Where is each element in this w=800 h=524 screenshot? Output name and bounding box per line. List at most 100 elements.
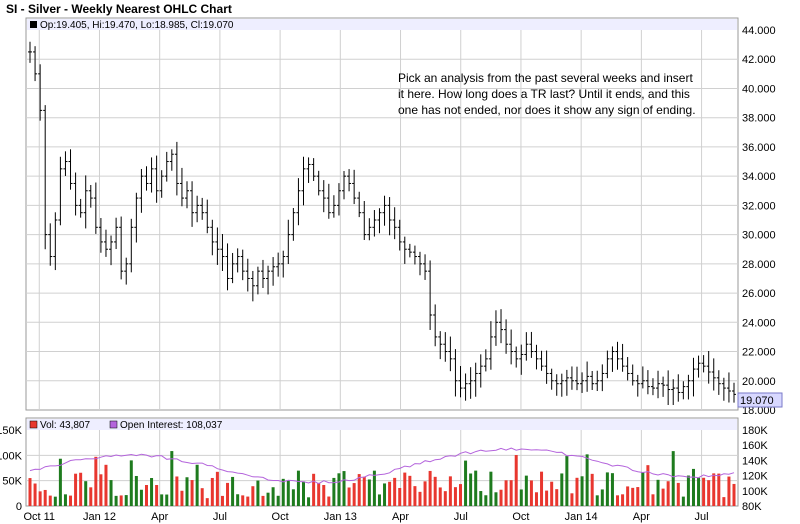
ohlc-bar [539,350,544,371]
ohlc-bar [301,156,306,206]
volume-bar [69,495,73,506]
volume-bar [600,489,604,506]
ohlc-bar [524,332,529,361]
ohlc-bar [48,223,53,266]
ohlc-bar [726,372,731,403]
ohlc-bar [336,183,341,216]
volume-bar [540,471,544,506]
volume-bar [337,473,341,506]
volume-bar [479,491,483,506]
volume-bar [469,473,473,506]
volume-bar [616,495,620,506]
volume-bar [342,471,346,506]
ohlc-bar [83,175,88,229]
ohlc-bar [463,373,468,401]
ohlc-bar [468,367,473,399]
volume-bar [94,456,98,506]
ohlc-bar [620,343,625,372]
ohlc-bar [331,195,336,218]
volume-bar [291,489,295,506]
volume-bar [413,486,417,506]
ohlc-bar [169,149,174,171]
open-interest-label: Open Interest: 108,037 [120,420,223,431]
ohlc-bar [417,251,422,276]
ohlc-bar [423,254,428,280]
volume-bar [139,489,143,506]
volume-bar [357,474,361,506]
volume-legend-bar [27,419,737,430]
volume-bar [119,495,123,506]
volume-bar [185,477,189,506]
volume-bar [281,478,285,506]
volume-bar [529,480,533,506]
ohlc-bar [225,243,230,291]
ohlc-bar [564,369,569,396]
volume-bar [109,480,113,506]
ohlc-series [28,41,736,406]
ohlc-bar [493,310,498,346]
volume-bar [84,481,88,506]
volume-bar [347,487,351,506]
volume-bar [459,484,463,506]
volume-bar [575,477,579,506]
price-tick-label: 44.000 [742,25,776,37]
volume-bar [524,475,528,506]
volume-bar [702,477,706,506]
volume-bar [555,489,559,506]
ohlc-bar [438,331,443,360]
volume-bar [124,495,128,506]
x-tick-label: Jan 12 [83,511,116,523]
volume-bar [266,492,270,506]
volume-bar [246,496,250,506]
volume-bar [464,460,468,506]
ohlc-bar [306,157,311,183]
ohlc-bar [342,171,347,200]
volume-bar [165,494,169,506]
volume-tick-label: 0 [16,501,22,513]
ohlc-bar [635,374,640,397]
volume-bar [38,491,42,506]
ohlc-bar [316,170,321,196]
price-tick-label: 28.000 [742,259,776,271]
price-tick-label: 26.000 [742,288,776,300]
volume-bars [28,451,736,506]
ohlc-bar [185,181,190,209]
ohlc-bar [98,218,103,253]
ohlc-bar [676,374,681,402]
volume-bar [332,477,336,506]
ohlc-bar [488,321,493,370]
volume-bar [286,480,290,506]
ohlc-bar [114,217,119,250]
volume-bar [256,480,260,506]
volume-bar [550,481,554,506]
volume-bar [215,471,219,506]
ohlc-bar [260,259,265,289]
ohlc-bar [240,249,245,281]
volume-bar [403,472,407,506]
volume-bar [377,494,381,506]
volume-bar [205,498,209,506]
volume-bar [610,473,614,506]
volume-bar [58,458,62,506]
volume-bar [453,487,457,506]
x-tick-label: Oct 11 [23,511,55,523]
ohlc-bar [281,250,286,278]
ohlc-bar [605,350,610,379]
price-tick-label: 36.000 [742,142,776,154]
ohlc-bar [38,64,43,121]
volume-bar [210,477,214,506]
volume-bar [438,487,442,506]
volume-bar [499,489,503,506]
ohlc-bar [392,207,397,240]
volume-bar [570,493,574,506]
ohlc-bar [686,374,691,400]
ohlc-bar [220,234,225,271]
x-tick-label: Jul [213,511,227,523]
volume-bar [626,486,630,506]
ohlc-bar [600,364,605,392]
volume-bar [656,479,660,506]
x-tick-label: Jan 13 [324,511,357,523]
ohlc-bar [377,208,382,234]
volume-bar [236,494,240,506]
open-interest-line [29,447,735,485]
